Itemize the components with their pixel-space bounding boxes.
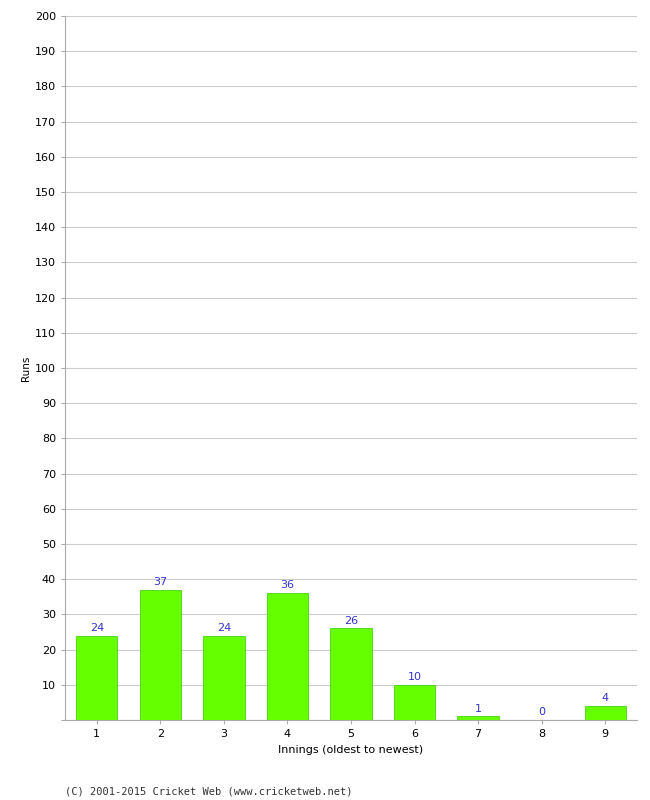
- Text: 37: 37: [153, 577, 168, 587]
- Text: 4: 4: [602, 693, 609, 703]
- Text: 24: 24: [90, 622, 104, 633]
- Text: 36: 36: [280, 581, 294, 590]
- Bar: [330, 629, 372, 720]
- Text: 24: 24: [216, 622, 231, 633]
- Y-axis label: Runs: Runs: [21, 355, 31, 381]
- Text: 1: 1: [474, 704, 482, 714]
- Bar: [140, 590, 181, 720]
- Bar: [584, 706, 626, 720]
- Bar: [76, 635, 118, 720]
- Bar: [458, 717, 499, 720]
- X-axis label: Innings (oldest to newest): Innings (oldest to newest): [278, 745, 424, 754]
- Bar: [394, 685, 436, 720]
- Text: (C) 2001-2015 Cricket Web (www.cricketweb.net): (C) 2001-2015 Cricket Web (www.cricketwe…: [65, 786, 352, 796]
- Text: 10: 10: [408, 672, 422, 682]
- Text: 26: 26: [344, 616, 358, 626]
- Text: 0: 0: [538, 707, 545, 717]
- Bar: [203, 635, 244, 720]
- Bar: [266, 594, 308, 720]
